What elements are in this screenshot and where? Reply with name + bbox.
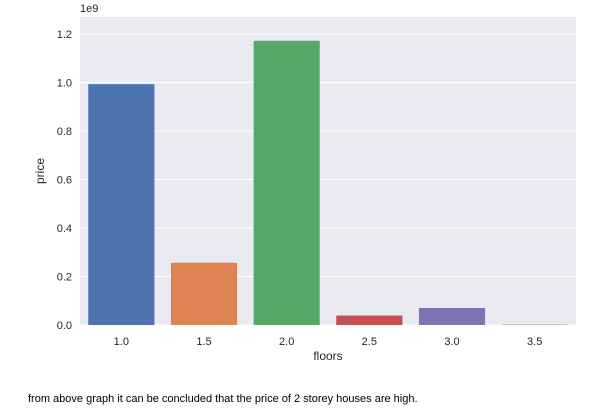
bar-floors-1.0 [88,84,155,326]
y-tick-label: 0.6 [57,174,72,186]
gridlines [80,33,576,326]
y-tick-label: 1.0 [57,77,72,89]
x-tick-label: 1.5 [196,336,211,348]
bar-floors-1.5 [170,262,238,325]
bar-floors-2.5 [336,315,403,325]
price-by-floors-bar-chart: 0.0 0.2 0.4 0.6 0.8 1.0 1.2 1.0 1.5 2.0 2.5 3.0 3.5… [33,3,576,363]
x-tick-label: 2.0 [279,336,294,348]
offset-label: 1e9 [80,3,98,15]
bar-floors-2.0 [253,40,320,325]
x-tick-label: 1.0 [114,336,129,348]
bars [88,40,568,326]
y-axis-label: price [33,158,47,184]
x-tick-label: 3.5 [527,336,542,348]
x-tick-label: 2.5 [362,336,377,348]
bar-floors-3.0 [418,308,486,325]
x-axis-label: floors [313,349,342,363]
y-tick-label: 0.0 [57,320,72,332]
x-tick-label: 3.0 [444,336,459,348]
x-tick-labels: 1.0 1.5 2.0 2.5 3.0 3.5 [114,336,543,348]
y-tick-labels: 0.0 0.2 0.4 0.6 0.8 1.0 1.2 [57,29,72,332]
y-tick-label: 0.8 [57,126,72,138]
plot-background [80,17,576,325]
caption-text: from above graph it can be concluded tha… [28,393,418,405]
y-tick-label: 0.4 [57,223,72,235]
y-tick-label: 0.2 [57,271,72,283]
y-tick-label: 1.2 [57,29,72,41]
